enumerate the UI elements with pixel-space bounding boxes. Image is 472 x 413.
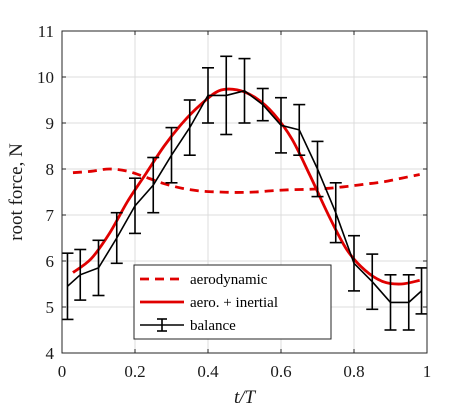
y-tick-label: 4 [46,344,55,363]
y-tick-label: 7 [46,206,55,225]
x-tick-label: 0.8 [343,362,364,381]
y-tick-label: 8 [46,160,55,179]
legend-items: aerodynamic aero. + inertial balance [140,272,278,334]
legend-item: aero. + inertial [140,295,278,311]
x-tick-label: 0.4 [197,362,219,381]
y-tick-label: 9 [46,114,55,133]
y-axis-label: root force, N [6,143,27,241]
series-balance [61,55,428,331]
y-tick-label: 10 [37,68,54,87]
plot-area [61,55,428,331]
y-tick-label: 5 [46,298,55,317]
axes-box [61,30,428,354]
axis-ticks: 0 0.2 0.4 0.6 0.8 1 4 5 6 7 8 9 10 11 [37,22,431,381]
x-tick-label: 0.2 [124,362,145,381]
legend-item: balance [140,318,236,334]
legend-label: balance [190,318,236,334]
x-tick-label: 0.6 [270,362,291,381]
x-axis-label: t/T [234,387,257,408]
y-tick-label: 6 [46,252,55,271]
series-line-balance [66,89,423,304]
legend: aerodynamic aero. + inertial balance [133,264,332,340]
y-tick-label: 11 [38,22,54,41]
legend-label: aerodynamic [190,272,268,288]
x-tick-label: 0 [58,362,67,381]
legend-label: aero. + inertial [190,295,278,311]
legend-item: aerodynamic [140,272,268,288]
x-tick-label: 1 [423,362,432,381]
